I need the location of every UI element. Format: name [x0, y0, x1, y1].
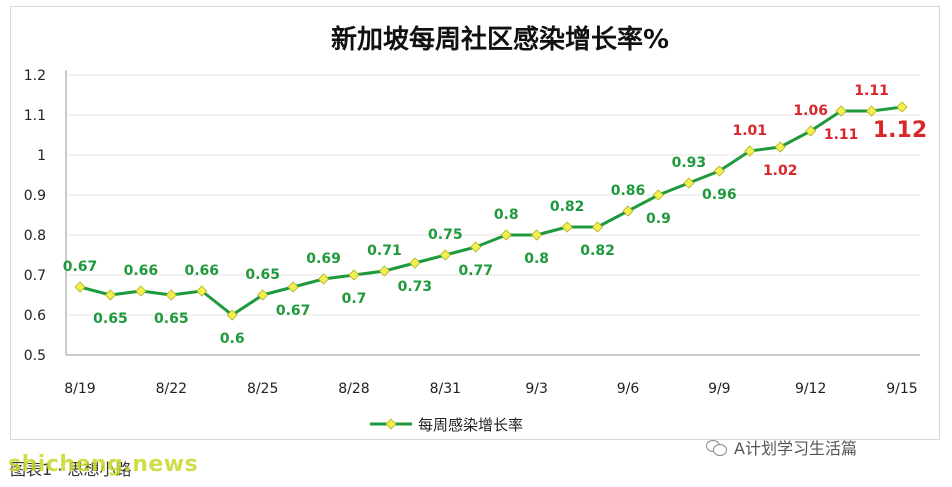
- data-label: 0.69: [306, 251, 341, 267]
- data-label: 0.82: [580, 243, 615, 259]
- data-point: [805, 125, 817, 137]
- data-point: [591, 221, 604, 233]
- data-label: 1.12: [873, 118, 927, 143]
- x-tick-label: 9/12: [795, 381, 826, 397]
- data-label: 0.77: [459, 263, 494, 279]
- data-point: [561, 221, 573, 233]
- data-label: 0.67: [276, 303, 311, 319]
- data-point: [196, 285, 208, 297]
- data-point: [652, 189, 665, 201]
- data-point: [104, 289, 117, 301]
- data-label: 0.8: [524, 251, 549, 267]
- data-point: [226, 309, 238, 321]
- data-label: 1.02: [763, 163, 798, 179]
- data-label: 0.66: [185, 263, 220, 279]
- chart-frame: [10, 6, 940, 440]
- data-label: 0.8: [494, 207, 519, 223]
- data-label: 0.9: [646, 211, 671, 227]
- series-markers: [74, 101, 908, 321]
- x-tick-label: 9/15: [886, 381, 917, 397]
- y-tick-label: 1: [37, 148, 46, 164]
- data-point: [500, 229, 512, 241]
- y-axis: 0.5 0.6 0.7 0.8 0.9 1 1.1 1.2: [24, 68, 67, 364]
- data-point: [865, 105, 878, 117]
- site-watermark: shicheng.news: [8, 452, 199, 477]
- y-tick-label: 0.5: [24, 348, 46, 364]
- data-point: [165, 289, 177, 301]
- data-label: 0.86: [611, 183, 646, 199]
- x-tick-label: 8/22: [156, 381, 187, 397]
- data-point: [74, 281, 86, 293]
- data-point: [835, 105, 847, 117]
- data-label: 0.75: [428, 227, 463, 243]
- wechat-watermark: A计划学习生活篇: [706, 435, 857, 459]
- data-point: [378, 265, 391, 277]
- data-point: [683, 177, 695, 189]
- data-point: [317, 273, 330, 285]
- wechat-icon: [706, 439, 728, 456]
- y-tick-label: 0.7: [24, 268, 46, 284]
- series-line: [79, 105, 903, 317]
- legend: 每周感染增长率: [370, 416, 523, 434]
- x-tick-label: 8/31: [430, 381, 461, 397]
- figure-caption: 图表1 · 思想小路: [10, 460, 132, 479]
- data-point: [744, 145, 756, 157]
- data-point: [470, 241, 482, 253]
- x-tick-label: 9/6: [617, 381, 640, 397]
- data-point: [622, 205, 634, 217]
- data-label: 1.06: [793, 103, 828, 119]
- data-point: [531, 229, 543, 241]
- data-labels: 0.67 0.65 0.66 0.65 0.66 0.6 0.65 0.67 0.69 0.7 0.…: [63, 83, 927, 347]
- data-point: [439, 249, 451, 261]
- data-label: 1.01: [733, 123, 768, 139]
- x-tick-label: 9/9: [708, 381, 731, 397]
- data-label: 1.11: [854, 83, 889, 99]
- legend-label: 每周感染增长率: [418, 416, 523, 434]
- chart-title: 新加坡每周社区感染增长率%: [331, 24, 669, 55]
- data-point: [713, 165, 725, 177]
- data-point: [257, 289, 269, 301]
- y-tick-label: 1.1: [24, 108, 46, 124]
- x-tick-label: 8/25: [247, 381, 278, 397]
- data-label: 0.66: [124, 263, 159, 279]
- data-point: [896, 101, 908, 113]
- data-label: 0.65: [154, 311, 189, 327]
- legend-marker-swatch: [385, 418, 397, 430]
- data-label: 0.71: [367, 243, 402, 259]
- series-polyline: [79, 105, 903, 317]
- data-point: [348, 269, 360, 281]
- data-label: 1.11: [824, 127, 859, 143]
- x-tick-label: 8/19: [64, 381, 95, 397]
- wechat-account-name: A计划学习生活篇: [734, 439, 857, 458]
- x-tick-label: 9/3: [525, 381, 548, 397]
- data-label: 0.7: [342, 291, 367, 307]
- data-label: 0.96: [702, 187, 737, 203]
- x-tick-label: 8/28: [338, 381, 369, 397]
- data-label: 0.65: [245, 267, 280, 283]
- y-tick-label: 0.9: [24, 188, 46, 204]
- data-label: 0.73: [398, 279, 433, 295]
- data-point: [287, 281, 299, 293]
- y-tick-label: 1.2: [24, 68, 46, 84]
- data-label: 0.93: [672, 155, 707, 171]
- y-tick-label: 0.6: [24, 308, 46, 324]
- data-point: [135, 285, 147, 297]
- data-point: [774, 141, 786, 153]
- data-label: 0.6: [220, 331, 245, 347]
- data-point: [409, 257, 421, 269]
- data-label: 0.82: [550, 199, 585, 215]
- data-label: 0.67: [63, 259, 98, 275]
- x-axis: 8/19 8/22 8/25 8/28 8/31 9/3 9/6 9/9 9/12 9/15: [64, 354, 920, 397]
- y-tick-label: 0.8: [24, 228, 46, 244]
- data-label: 0.65: [93, 311, 128, 327]
